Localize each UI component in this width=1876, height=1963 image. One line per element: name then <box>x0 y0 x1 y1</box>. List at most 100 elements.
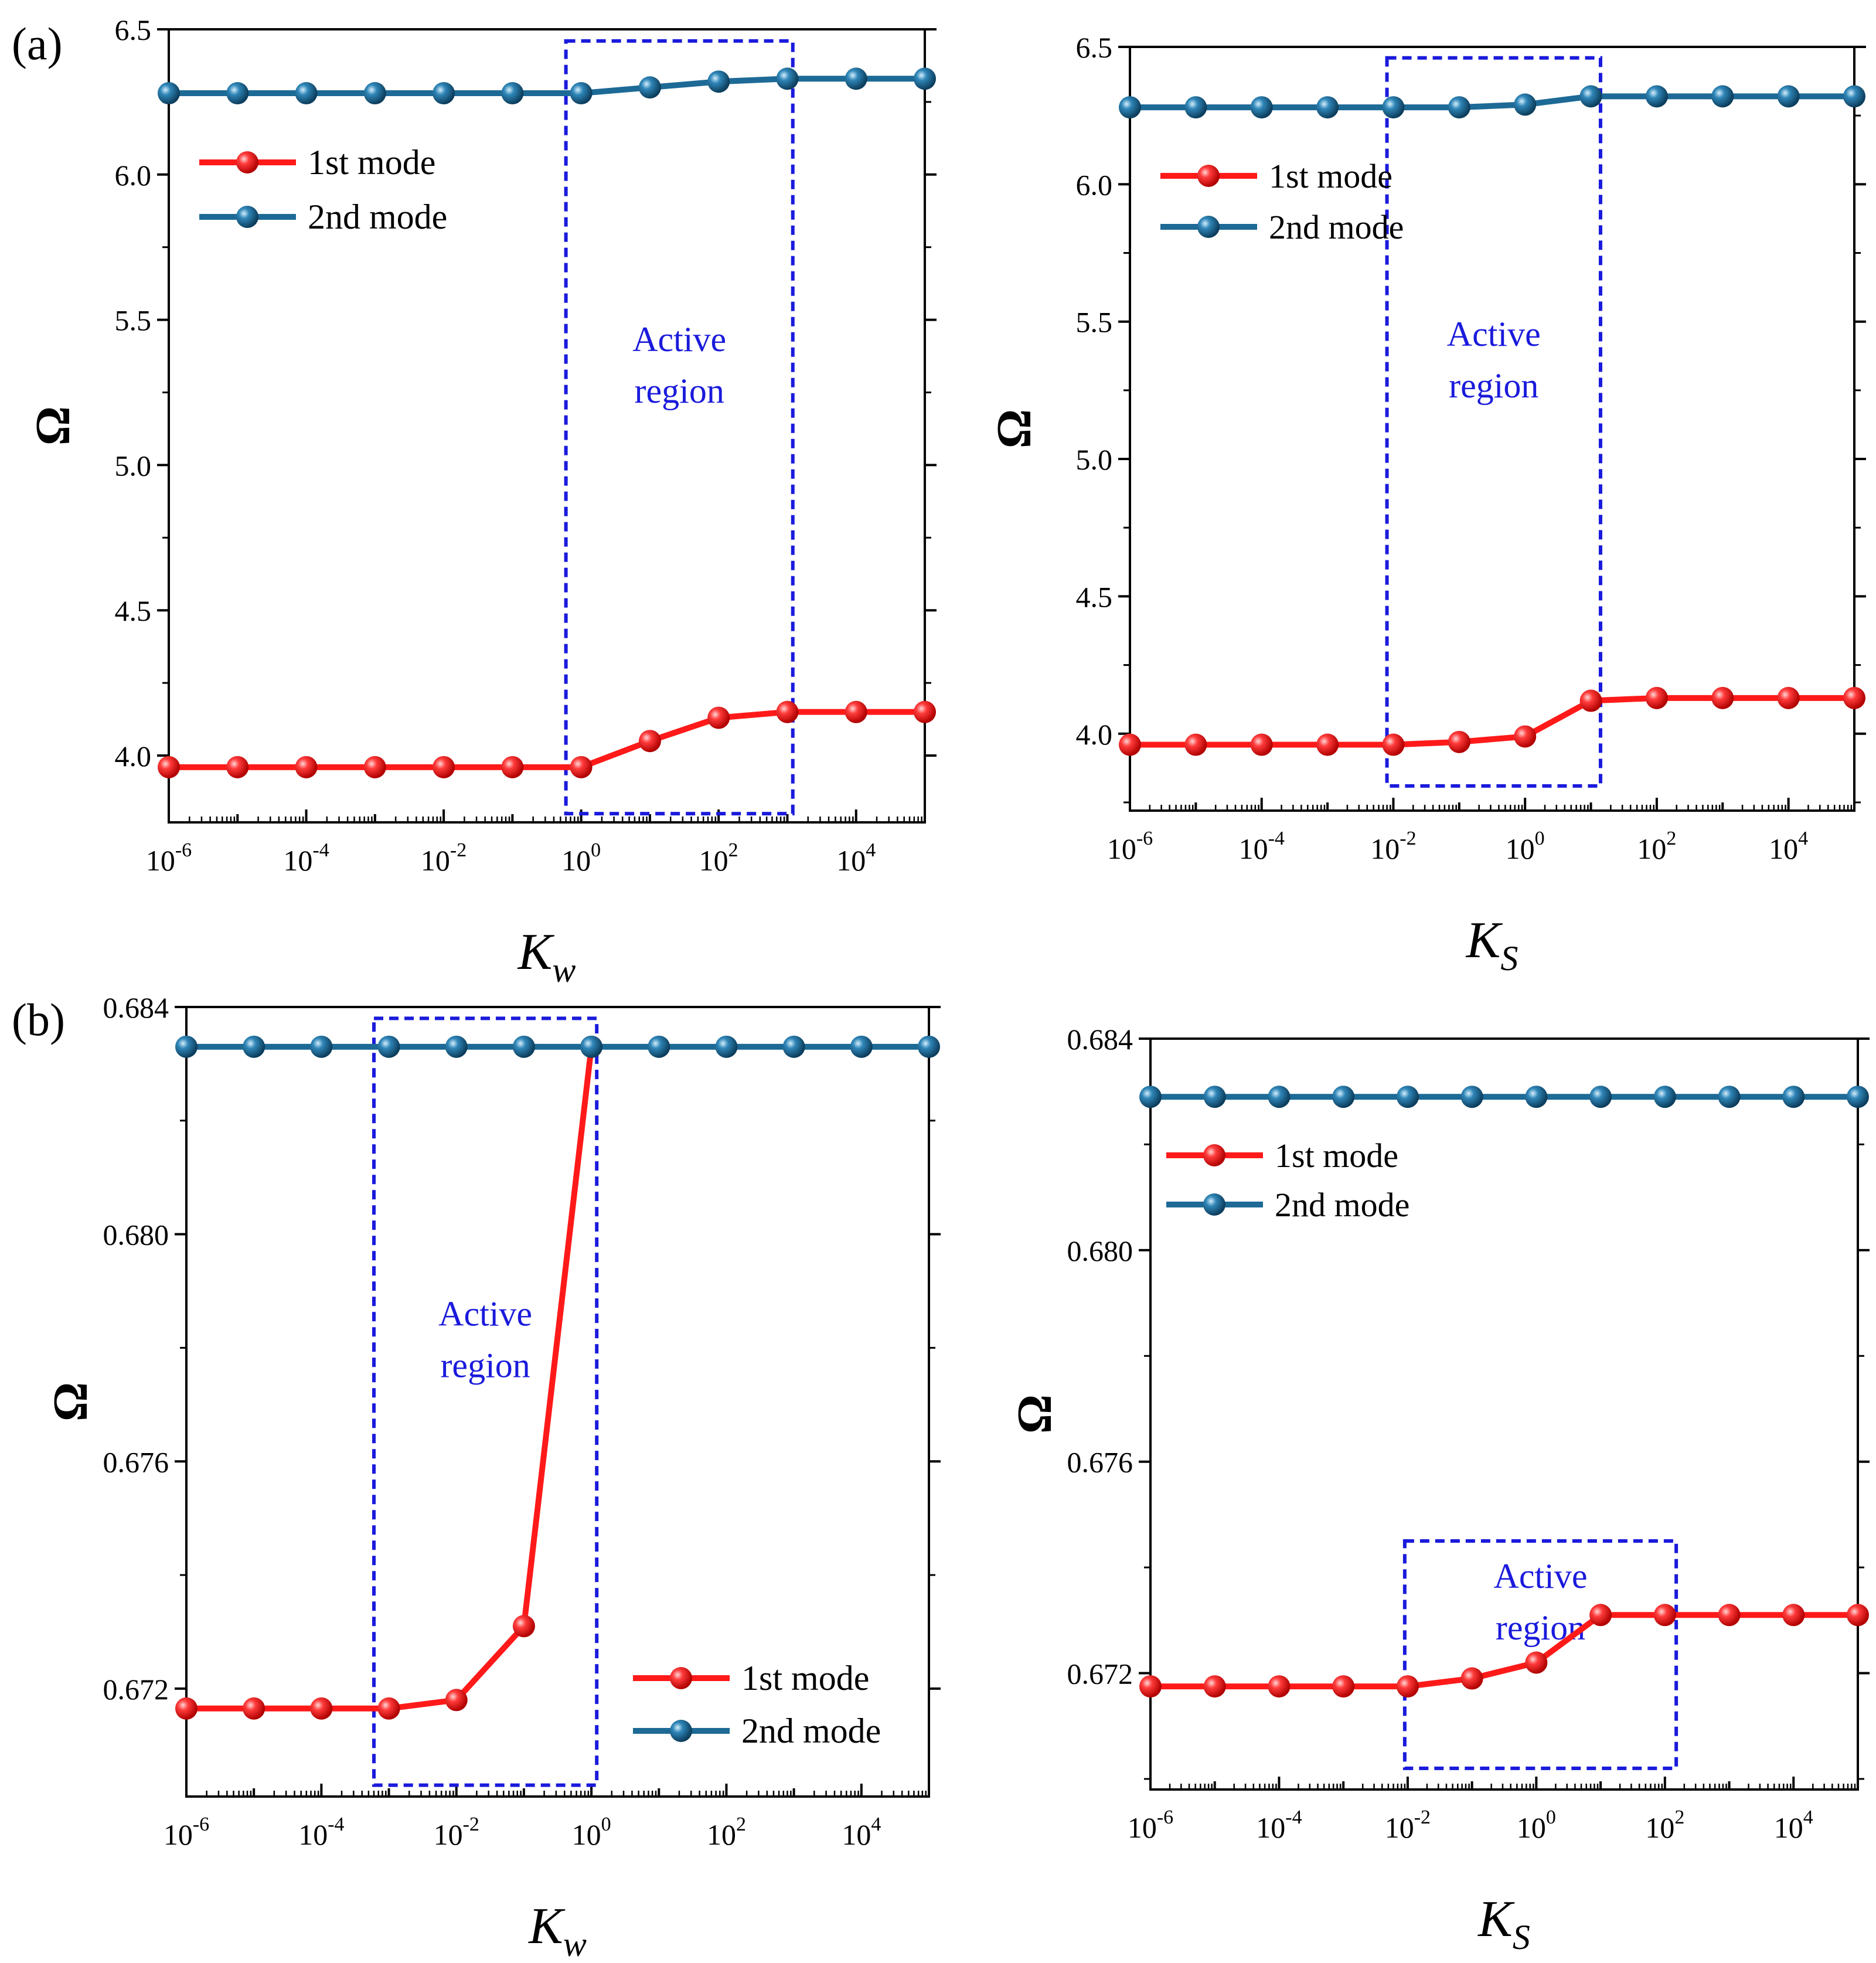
series-line-mode1 <box>186 1046 595 1712</box>
data-point <box>1777 85 1800 108</box>
data-point <box>512 1615 535 1638</box>
y-tick-label: 5.5 <box>115 304 152 337</box>
data-point <box>1589 1086 1612 1108</box>
data-point <box>1847 1604 1869 1627</box>
y-tick-label: 4.0 <box>1076 718 1113 751</box>
y-tick-label: 0.676 <box>103 1445 169 1478</box>
data-point <box>377 1697 400 1720</box>
y-tick-label: 0.680 <box>103 1219 169 1251</box>
x-axis-title: Kw <box>527 1898 587 1963</box>
plot-frame <box>1149 1037 1859 1791</box>
x-tick-label: 10-6 <box>164 1814 209 1851</box>
data-point <box>501 756 524 778</box>
y-tick-label: 0.684 <box>1067 1023 1133 1056</box>
data-point <box>1711 85 1734 108</box>
legend-label: 1st mode <box>741 1659 869 1697</box>
data-point <box>1589 1604 1612 1627</box>
data-point <box>648 1035 670 1058</box>
series-line-mode1 <box>169 709 925 770</box>
data-point <box>226 82 249 105</box>
active-region-label: Active <box>1447 315 1541 353</box>
data-point <box>715 1035 738 1058</box>
data-point <box>1316 733 1339 756</box>
x-tick-label: 100 <box>572 1814 611 1851</box>
data-point <box>295 756 318 778</box>
x-tick-label: 10-2 <box>1385 1806 1431 1844</box>
data-point <box>175 1697 198 1720</box>
data-point <box>363 756 386 778</box>
data-point <box>1843 85 1865 108</box>
data-point <box>1653 1086 1676 1108</box>
x-tick-label: 10-6 <box>1128 1806 1173 1844</box>
x-tick-label: 10-2 <box>434 1814 479 1851</box>
y-tick-label: 4.5 <box>115 594 152 627</box>
y-tick-label: 0.672 <box>103 1673 169 1706</box>
legend-label: 2nd mode <box>1275 1186 1409 1224</box>
x-tick-label: 102 <box>707 1814 746 1851</box>
data-point <box>1645 686 1668 709</box>
x-axis-title: Kw <box>517 924 576 989</box>
data-point <box>638 730 661 753</box>
data-point <box>1847 1086 1869 1108</box>
data-point <box>445 1035 468 1058</box>
active-region-label: region <box>635 372 724 410</box>
data-point <box>175 1035 198 1058</box>
x-tick-label: 104 <box>1774 1806 1813 1844</box>
y-tick-label: 4.5 <box>1076 580 1113 613</box>
y-tick-label: 0.676 <box>1067 1446 1133 1479</box>
data-point <box>1250 733 1273 756</box>
data-point <box>158 82 180 105</box>
active-region-box <box>564 39 795 816</box>
plot-frame <box>1129 46 1855 812</box>
panel-label-a: (a) <box>12 18 63 69</box>
data-point <box>1514 93 1537 116</box>
active-region-box <box>1402 1539 1678 1770</box>
data-point <box>1448 96 1470 119</box>
data-point <box>845 700 867 723</box>
y-tick-label: 6.5 <box>1076 31 1113 64</box>
x-tick-label: 10-6 <box>146 839 192 877</box>
legend-marker <box>1197 165 1220 187</box>
y-tick-label: 6.0 <box>115 159 152 192</box>
data-point <box>243 1697 265 1720</box>
x-tick-label: 100 <box>1517 1806 1556 1844</box>
data-point <box>707 70 730 93</box>
series-line-mode2 <box>1130 93 1854 111</box>
data-point <box>445 1689 468 1712</box>
data-point <box>1250 96 1273 119</box>
x-tick-label: 10-2 <box>1370 828 1416 865</box>
data-point <box>914 67 936 90</box>
y-tick-label: 5.0 <box>1076 443 1113 476</box>
x-tick-label: 104 <box>842 1814 881 1851</box>
data-point <box>310 1697 333 1720</box>
data-point <box>1460 1086 1483 1108</box>
data-point <box>1119 733 1141 756</box>
data-point <box>1203 1086 1226 1108</box>
data-point <box>1460 1667 1483 1690</box>
data-point <box>1203 1675 1226 1698</box>
data-point <box>1782 1604 1805 1627</box>
legend-label: 1st mode <box>1269 157 1392 195</box>
data-point <box>433 756 455 778</box>
active-region-box <box>1385 56 1602 788</box>
x-tick-label: 102 <box>1637 828 1676 865</box>
data-point <box>914 700 936 723</box>
data-point <box>1396 1675 1419 1698</box>
data-point <box>638 76 661 99</box>
data-point <box>1579 689 1602 712</box>
data-point <box>1268 1086 1291 1108</box>
chart-a-right: 4.0 4.5 5.0 5.5 6.0 6.5 10-6 10-4 10-2 100 102 104 K… <box>987 31 1866 978</box>
y-tick-label: 6.5 <box>115 13 152 46</box>
legend-label: 2nd mode <box>308 198 447 236</box>
x-tick-label: 10-2 <box>421 839 467 877</box>
data-point <box>707 706 730 729</box>
x-tick-label: 104 <box>1769 828 1808 865</box>
y-tick-label: 5.5 <box>1076 306 1113 339</box>
data-point <box>501 82 524 105</box>
data-point <box>1711 686 1734 709</box>
plot-frame <box>185 1006 930 1798</box>
legend-label: 2nd mode <box>1269 208 1404 246</box>
y-tick-label: 0.680 <box>1067 1234 1133 1267</box>
data-point <box>570 82 593 105</box>
